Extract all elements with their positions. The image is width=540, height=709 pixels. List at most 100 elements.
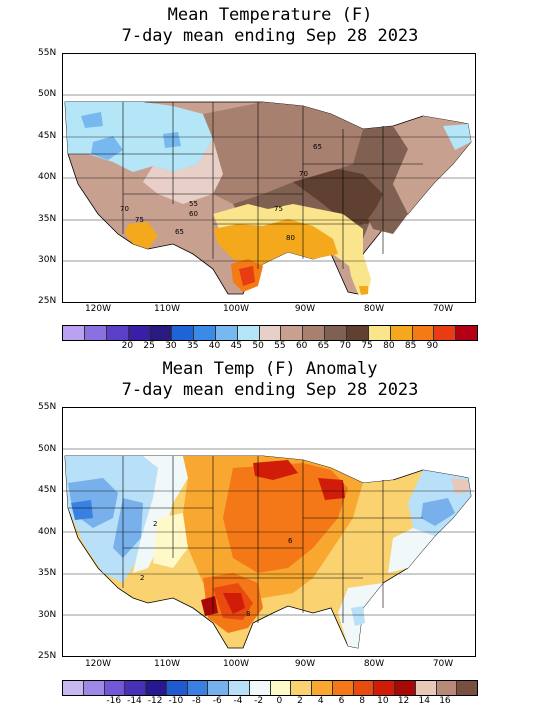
colorbar-tick-label: 85 (404, 341, 417, 351)
contour-label: 80 (286, 234, 295, 242)
colorbar-tick-label: 0 (276, 696, 283, 706)
panel2-lat-label: 30N (38, 610, 57, 620)
colorbar-tick-label: 30 (165, 341, 177, 351)
colorbar-swatch (146, 681, 167, 695)
panel2-lon-label: 110W (153, 659, 181, 669)
colorbar-tick-label: -8 (192, 696, 202, 706)
contour-label: 55 (189, 200, 198, 208)
colorbar-swatch (457, 681, 477, 695)
colorbar-tick-label: -12 (147, 696, 163, 706)
colorbar-tick-label: 10 (377, 696, 389, 706)
panel1-colorbar (62, 325, 478, 341)
colorbar-tick-label: 40 (208, 341, 221, 351)
colorbar-swatch (215, 326, 238, 340)
panel1-map-svg: 65 70 70 55 60 65 75 75 80 (63, 54, 475, 302)
panel2-lat-label: 25N (38, 651, 57, 661)
panel1-colorbar-ticks: 20 25 30 35 40 45 50 55 60 65 70 75 80 85 90 (62, 341, 476, 353)
contour-label: 70 (299, 170, 308, 178)
colorbar-swatch (368, 326, 391, 340)
colorbar-swatch (187, 681, 209, 695)
colorbar-tick-label: -16 (106, 696, 122, 706)
colorbar-tick-label: 16 (439, 696, 451, 706)
colorbar-swatch (63, 681, 84, 695)
colorbar-swatch (166, 681, 188, 695)
colorbar-tick-label: -14 (127, 696, 142, 706)
colorbar-tick-label: 12 (397, 696, 410, 706)
panel2-lon-label: 120W (84, 659, 112, 669)
colorbar-swatch (325, 326, 347, 340)
panel2-lon-label: 70W (432, 659, 454, 669)
colorbar-swatch (390, 326, 413, 340)
colorbar-tick-label: 60 (295, 341, 308, 351)
colorbar-tick-label: 65 (317, 341, 330, 351)
panel1-lon-label: 90W (294, 304, 316, 314)
panel2-lon-label: 100W (222, 659, 250, 669)
colorbar-swatch (229, 681, 250, 695)
colorbar-swatch (63, 326, 85, 340)
panel1-map: 65 70 70 55 60 65 75 75 80 (62, 53, 476, 303)
contour-label: 75 (135, 216, 144, 224)
panel1-lat-label: 35N (38, 214, 57, 224)
colorbar-swatch (346, 326, 369, 340)
colorbar-tick-label: 2 (297, 696, 303, 706)
colorbar-swatch (353, 681, 375, 695)
colorbar-swatch (456, 326, 478, 340)
colorbar-tick-label: 80 (383, 341, 395, 351)
panel2-colorbar-ticks: -16 -14 -12 -10 -8 -6 -4 -2 0 2 4 6 8 10 12 14 16 (62, 696, 476, 708)
colorbar-tick-label: 25 (143, 341, 155, 351)
colorbar-swatch (249, 681, 271, 695)
colorbar-tick-label: 20 (121, 341, 134, 351)
contour-label: 8 (246, 610, 250, 618)
colorbar-swatch (84, 326, 107, 340)
colorbar-swatch (434, 326, 457, 340)
panel1-lat-label: 55N (38, 48, 57, 58)
colorbar-swatch (415, 681, 437, 695)
contour-label: 6 (288, 537, 293, 545)
colorbar-swatch (125, 681, 146, 695)
colorbar-swatch (436, 681, 458, 695)
panel2-lon-label: 90W (294, 659, 316, 669)
colorbar-swatch (259, 326, 282, 340)
contour-label: 65 (175, 228, 184, 236)
contour-label: 2 (153, 520, 157, 528)
panel1-title-line2: 7-day mean ending Sep 28 2023 (121, 26, 419, 46)
panel2-title-line1: Mean Temp (F) Anomaly (162, 359, 378, 379)
panel2-lat-label: 40N (38, 527, 57, 537)
colorbar-tick-label: 35 (187, 341, 199, 351)
panel1-lon-label: 80W (363, 304, 385, 314)
panel2-lat-label: 35N (38, 568, 57, 578)
colorbar-swatch (106, 326, 129, 340)
colorbar-swatch (312, 681, 333, 695)
colorbar-tick-label: 45 (230, 341, 243, 351)
colorbar-swatch (281, 326, 304, 340)
colorbar-tick-label: -6 (212, 696, 222, 706)
panel1-lat-label: 50N (38, 89, 57, 99)
panel1-lat-label: 25N (38, 296, 57, 306)
panel1-lat-label: 30N (38, 255, 57, 265)
colorbar-swatch (150, 326, 173, 340)
colorbar-swatch (237, 326, 260, 340)
contour-label: 2 (140, 574, 144, 582)
colorbar-tick-label: 75 (361, 341, 373, 351)
panel1-title-line1: Mean Temperature (F) (167, 5, 373, 25)
colorbar-swatch (104, 681, 126, 695)
panel2-map: 2 2 6 8 (62, 407, 476, 657)
panel2-map-svg: 2 2 6 8 (63, 408, 475, 656)
contour-label: 65 (313, 143, 322, 151)
colorbar-swatch (83, 681, 105, 695)
colorbar-tick-label: -4 (233, 696, 243, 706)
colorbar-swatch (194, 326, 216, 340)
colorbar-swatch (374, 681, 395, 695)
colorbar-swatch (412, 326, 435, 340)
panel1-lon-label: 120W (84, 304, 112, 314)
colorbar-tick-label: -2 (254, 696, 264, 706)
colorbar-tick-label: 70 (339, 341, 351, 351)
panel2-lat-label: 45N (38, 485, 57, 495)
colorbar-tick-label: 8 (359, 696, 366, 706)
colorbar-tick-label: 55 (274, 341, 286, 351)
colorbar-tick-label: 90 (426, 341, 439, 351)
panel2-title-line2: 7-day mean ending Sep 28 2023 (121, 380, 419, 400)
colorbar-swatch (332, 681, 354, 695)
colorbar-swatch (128, 326, 151, 340)
panel2-lat-label: 50N (38, 444, 57, 454)
